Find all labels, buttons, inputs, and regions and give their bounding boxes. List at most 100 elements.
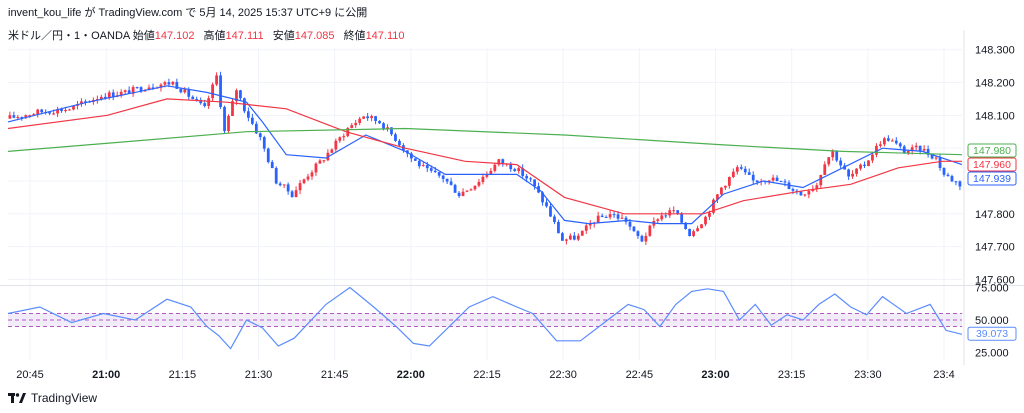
time-tick-label: 22:30 xyxy=(549,369,577,381)
candle-body xyxy=(823,164,827,175)
candle-body xyxy=(374,116,377,121)
candle-body xyxy=(481,176,485,182)
close-label: 終値 xyxy=(343,30,366,42)
candle-body xyxy=(159,84,163,88)
candlestick-series xyxy=(8,71,962,245)
candle-body xyxy=(879,144,882,146)
candle-body xyxy=(513,169,517,172)
candle-body xyxy=(533,179,536,187)
candle-body xyxy=(561,233,564,241)
candle-body xyxy=(195,99,199,101)
candle-body xyxy=(318,160,322,164)
candle-body xyxy=(553,216,556,223)
candle-body xyxy=(580,230,584,236)
low-value: 147.085 xyxy=(294,30,335,42)
candle-body xyxy=(358,118,362,123)
candle-body xyxy=(545,202,548,207)
candle-body xyxy=(767,180,771,182)
low-label: 安値 xyxy=(272,30,295,42)
candle-body xyxy=(107,92,111,99)
candle-body xyxy=(68,109,71,111)
candle-body xyxy=(541,192,544,203)
candle-body xyxy=(875,145,878,155)
candle-body xyxy=(453,184,457,193)
candle-body xyxy=(167,82,171,85)
candle-body xyxy=(696,228,699,232)
symbol-name[interactable]: 米ドル／円・1・OANDA xyxy=(8,30,130,42)
candle-body xyxy=(163,82,167,85)
candle-body xyxy=(720,187,723,195)
candle-body xyxy=(815,185,819,189)
candle-body xyxy=(906,151,910,154)
candle-body xyxy=(330,149,334,153)
candle-body xyxy=(668,210,672,216)
candle-body xyxy=(596,215,600,223)
candle-body xyxy=(12,115,16,118)
rsi-band xyxy=(8,313,962,327)
candle-body xyxy=(239,90,242,99)
candle-body xyxy=(378,120,381,124)
candle-body xyxy=(394,134,397,141)
candle-body xyxy=(247,111,250,118)
candle-body xyxy=(914,145,918,148)
price-tick-label: 148.300 xyxy=(975,45,1015,57)
publish-header: invent_kou_life が TradingView.com で 5月 1… xyxy=(8,7,368,19)
candle-body xyxy=(445,178,449,182)
candle-body xyxy=(362,116,366,119)
candle-body xyxy=(676,210,680,214)
candle-body xyxy=(103,96,107,99)
candle-body xyxy=(600,215,604,217)
candle-body xyxy=(803,194,807,196)
candle-body xyxy=(851,173,854,177)
candle-body xyxy=(461,191,465,197)
candle-body xyxy=(604,216,608,218)
candle-body xyxy=(636,231,640,236)
candle-body xyxy=(894,140,898,144)
rsi-tick-label: 25.000 xyxy=(975,348,1009,360)
time-tick-label: 23:00 xyxy=(701,369,729,381)
candle-body xyxy=(223,106,226,132)
price-badges: 147.980 147.960 147.939 39.073 xyxy=(967,143,1017,341)
candle-body xyxy=(568,235,572,240)
ma-slow-line xyxy=(7,127,963,156)
candle-body xyxy=(314,163,318,173)
candle-body xyxy=(640,235,644,242)
candle-body xyxy=(211,84,214,99)
candle-body xyxy=(958,181,962,187)
candle-body xyxy=(370,116,373,119)
candle-body xyxy=(278,183,282,186)
candle-body xyxy=(72,105,75,110)
footer-brand[interactable]: TradingView xyxy=(8,391,97,405)
price-badge xyxy=(967,143,1017,158)
price-badge-label: 147.960 xyxy=(973,159,1011,171)
candle-body xyxy=(680,213,684,223)
candle-body xyxy=(334,140,338,150)
candle-body xyxy=(743,168,747,173)
candle-body xyxy=(270,162,274,169)
close-value: 147.110 xyxy=(365,30,405,42)
time-tick-label: 22:15 xyxy=(473,369,501,381)
rsi-series xyxy=(7,286,963,350)
candle-body xyxy=(771,177,775,181)
candle-body xyxy=(572,235,576,240)
candle-body xyxy=(501,159,505,164)
candle-body xyxy=(250,117,254,124)
price-tick-label: 147.800 xyxy=(975,209,1015,221)
time-tick-label: 21:45 xyxy=(321,369,349,381)
candle-body xyxy=(219,75,222,107)
candle-body xyxy=(863,164,866,166)
candle-body xyxy=(40,109,44,113)
high-value: 147.111 xyxy=(225,30,264,42)
candle-body xyxy=(135,87,139,89)
candle-body xyxy=(751,174,755,181)
candle-body xyxy=(517,168,521,172)
candle-body xyxy=(99,96,103,100)
candle-body xyxy=(306,176,310,180)
candle-body xyxy=(16,117,20,119)
candle-body xyxy=(731,171,735,178)
candle-body xyxy=(890,140,894,142)
rsi-value-label: 39.073 xyxy=(976,328,1008,340)
candle-body xyxy=(409,153,413,159)
candle-body xyxy=(612,214,616,216)
